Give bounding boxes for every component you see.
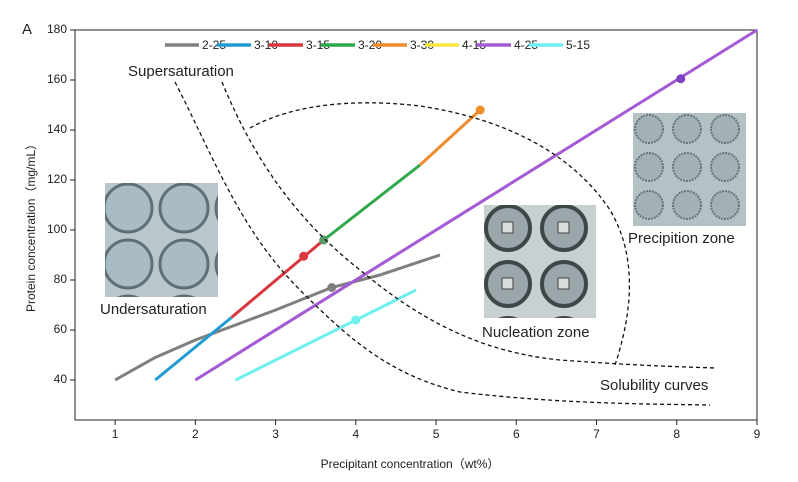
legend-label: 3-30 <box>410 38 434 52</box>
annotation: Nucleation zone <box>482 324 590 341</box>
nucleation-boundary <box>249 102 631 366</box>
y-axis-label: Protein concentration（mg/mL） <box>24 138 38 312</box>
annotation: Solubility curves <box>600 377 708 394</box>
micrograph <box>105 183 218 297</box>
panel-label: A <box>22 21 32 38</box>
legend-label: 3-20 <box>358 38 382 52</box>
solubility-curve <box>221 81 716 369</box>
x-tick-label: 4 <box>352 427 359 441</box>
series-line <box>230 238 325 319</box>
solubility-curve <box>174 81 711 406</box>
point-marker <box>676 74 686 84</box>
y-tick-label: 80 <box>54 272 68 286</box>
point-marker <box>299 251 309 261</box>
y-tick-label: 160 <box>47 72 67 86</box>
series-line <box>194 28 758 382</box>
point-marker <box>327 283 337 292</box>
legend-label: 5-15 <box>566 38 590 52</box>
x-tick-label: 1 <box>112 427 119 441</box>
x-tick-label: 9 <box>754 427 761 441</box>
legend-label: 2-25 <box>202 38 226 52</box>
x-tick-label: 6 <box>513 427 520 441</box>
point-marker <box>351 315 361 325</box>
legend-label: 4-25 <box>514 38 538 52</box>
x-tick-label: 5 <box>433 427 440 441</box>
annotation: Supersaturation <box>128 63 234 80</box>
series-line <box>234 288 417 382</box>
x-tick-label: 8 <box>673 427 680 441</box>
annotation: Undersaturation <box>100 301 207 318</box>
x-tick-label: 3 <box>272 427 279 441</box>
series-line <box>322 163 421 242</box>
y-tick-label: 40 <box>54 372 68 386</box>
x-axis-label: Precipitant concentration（wt%） <box>321 457 500 471</box>
annotation: Precipition zone <box>628 230 735 247</box>
legend-label: 4-15 <box>462 38 486 52</box>
series-line <box>419 108 482 167</box>
series-line <box>154 316 233 382</box>
micrograph <box>633 113 746 226</box>
x-tick-label: 7 <box>593 427 600 441</box>
y-tick-label: 180 <box>47 22 67 36</box>
point-marker <box>319 235 329 245</box>
y-tick-label: 120 <box>47 172 67 186</box>
point-marker <box>475 105 485 115</box>
y-tick-label: 100 <box>47 222 67 236</box>
y-tick-label: 140 <box>47 122 67 136</box>
legend-label: 3-10 <box>254 38 278 52</box>
micrograph <box>484 205 596 318</box>
legend-label: 3-15 <box>306 38 330 52</box>
series-line <box>114 253 441 382</box>
x-tick-label: 2 <box>192 427 199 441</box>
y-tick-label: 60 <box>54 322 68 336</box>
plot-frame <box>74 29 758 421</box>
